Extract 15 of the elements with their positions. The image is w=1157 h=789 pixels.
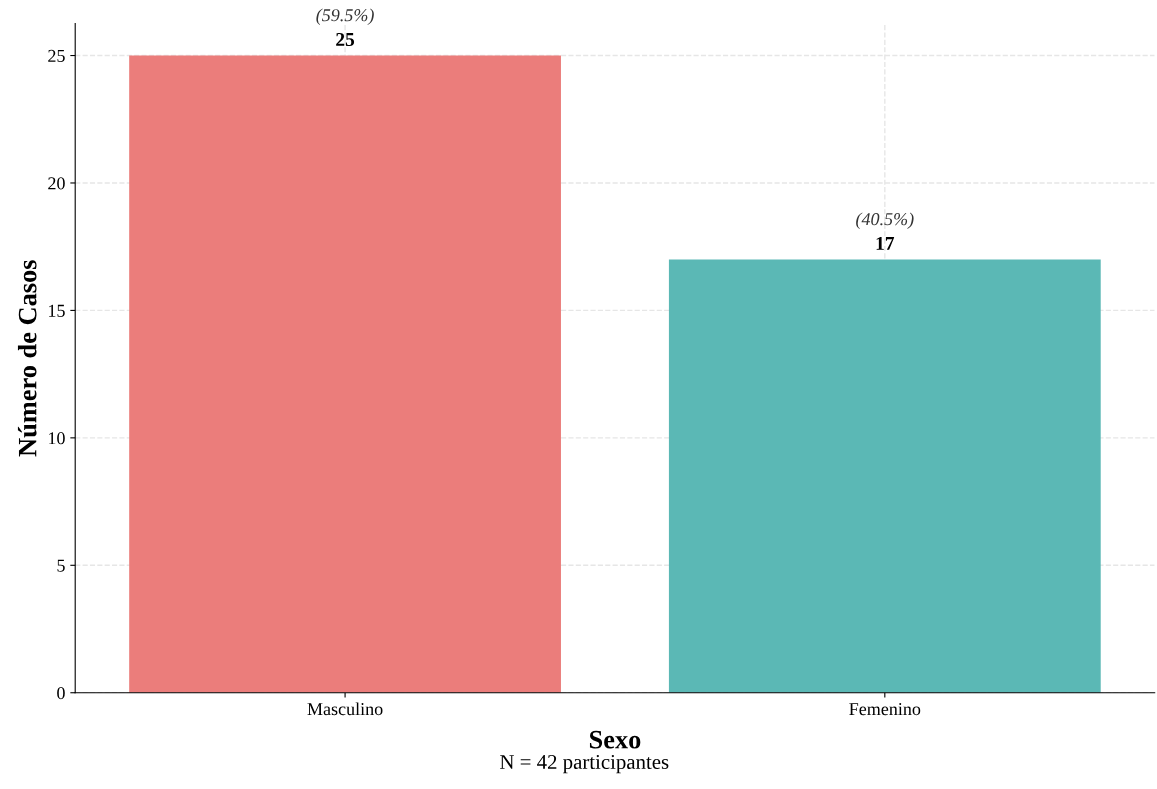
x-axis-title: Sexo [589,730,641,749]
annotation: (40.5%) [856,212,914,229]
data-label: 17 [876,236,895,250]
y-tick-label: 10 [49,432,65,445]
text: N = 42 participantes [500,754,669,774]
y-tick-label: 25 [48,49,65,62]
data-label: 25 [336,32,355,47]
y-tick-label: 5 [57,559,65,572]
y-axis-title: Número de Casos [17,260,37,457]
y-tick-label: 20 [48,177,65,190]
y-tick-label: 15 [49,304,65,317]
y-tick-label: 0 [57,687,65,700]
x-tick-label: Masculino [307,702,383,716]
x-tick-label: Femenino [849,703,921,716]
annotation: (59.5%) [316,8,374,25]
